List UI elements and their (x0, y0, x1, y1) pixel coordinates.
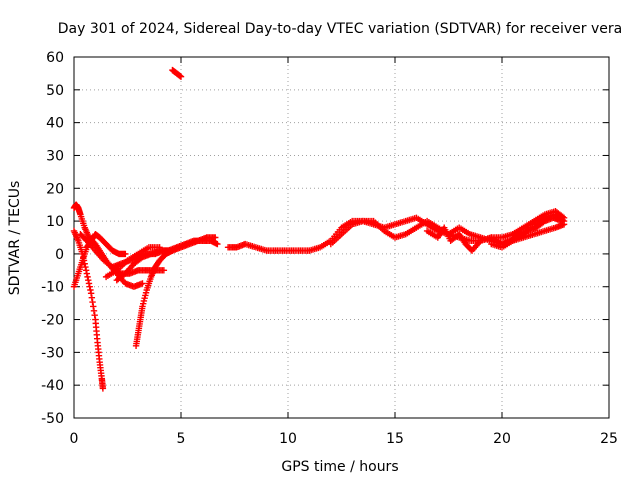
series-sat-track-9 (102, 244, 163, 281)
y-tick-label: 50 (46, 83, 64, 99)
data-point (559, 216, 566, 224)
y-tick-labels: 60 50 40 30 20 10 0 -10 -20 -30 -40 -50 (41, 50, 64, 427)
data-point (87, 286, 94, 294)
data-point (89, 298, 96, 306)
data-point (212, 234, 219, 241)
y-tick-label: 0 (55, 247, 64, 263)
data-point (214, 240, 221, 248)
data-point (90, 303, 97, 310)
y-tick-label: 20 (46, 181, 64, 197)
y-tick-label: 40 (46, 116, 64, 132)
data-marks (70, 66, 568, 392)
y-tick-label: 30 (46, 148, 64, 164)
data-point (160, 267, 168, 274)
y-tick-label: -40 (41, 378, 64, 394)
data-point (99, 385, 107, 392)
data-point (87, 290, 95, 297)
x-tick-label: 5 (177, 431, 186, 447)
data-point (86, 283, 93, 290)
data-point (122, 250, 129, 258)
x-tick-label: 10 (279, 431, 297, 447)
data-point (156, 244, 163, 251)
y-tick-label: 60 (46, 50, 64, 66)
data-point (88, 294, 96, 301)
y-tick-label: -10 (41, 280, 64, 296)
axis-ticks (73, 56, 610, 419)
y-tick-label: -30 (41, 345, 64, 361)
y-tick-label: -20 (41, 313, 64, 329)
x-tick-labels: 0 5 10 15 20 25 (70, 431, 618, 447)
x-tick-label: 20 (493, 431, 511, 447)
data-point (91, 311, 98, 319)
x-tick-label: 0 (70, 431, 79, 447)
data-point (82, 267, 90, 274)
series-sat-track-10 (224, 208, 568, 254)
series-sat-track-13 (488, 211, 568, 251)
data-point (85, 280, 93, 287)
data-point (83, 270, 91, 277)
series-sat-track-1 (169, 66, 185, 80)
chart-title: Day 301 of 2024, Sidereal Day-to-day VTE… (58, 21, 622, 37)
data-point (85, 276, 92, 284)
x-axis-label: GPS time / hours (281, 459, 398, 475)
y-axis-label: SDTVAR / TECUs (7, 181, 23, 296)
data-point (84, 273, 91, 281)
x-tick-label: 15 (386, 431, 404, 447)
y-tick-label: -50 (41, 411, 64, 427)
data-point (81, 260, 88, 267)
series-sat-track-5 (132, 247, 176, 349)
data-point (177, 73, 185, 80)
x-tick-label: 25 (600, 431, 618, 447)
data-point (139, 280, 146, 287)
series-sat-track-2 (70, 227, 107, 392)
y-tick-label: 10 (46, 214, 64, 230)
series-sat-track-8 (113, 237, 221, 284)
data-point (90, 307, 98, 314)
data-point (560, 217, 568, 225)
